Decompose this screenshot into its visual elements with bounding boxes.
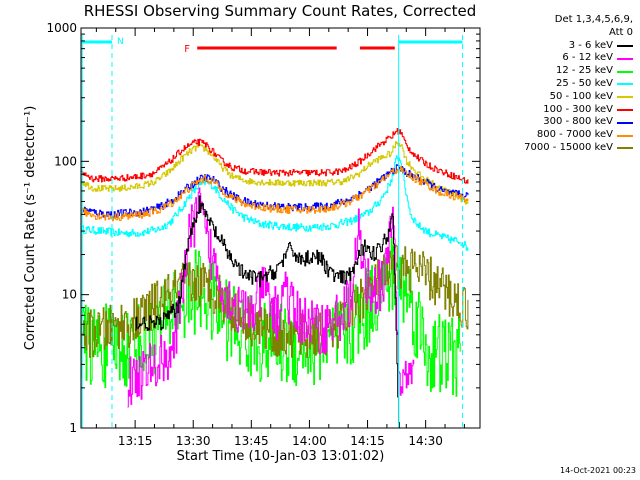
legend-swatch	[617, 44, 633, 47]
series-line-3-6-kev	[135, 195, 400, 428]
x-axis-label: Start Time (10-Jan-03 13:01:02)	[177, 449, 385, 464]
x-tick-label: 13:30	[176, 434, 211, 448]
legend-swatch	[617, 70, 633, 73]
legend-entry-label: 3 - 6 keV	[568, 39, 613, 51]
legend-header-line-1: Det 1,3,4,5,6,9,	[554, 14, 633, 25]
legend-entry: 6 - 12 keV	[480, 52, 636, 65]
legend-swatch	[617, 57, 633, 60]
x-tick-label: 14:30	[408, 434, 443, 448]
legend-entry: 800 - 7000 keV	[480, 129, 636, 142]
legend-entry: 25 - 50 keV	[480, 78, 636, 91]
axes-layer: 13:15 13:30 13:45 14:00 14:15 14:30 1 10 100 1000…	[23, 21, 481, 464]
legend-entry-label: 800 - 7000 keV	[536, 129, 613, 141]
x-tick-label: 13:15	[118, 434, 153, 448]
legend-header-line-2: Att 0	[608, 26, 633, 38]
legend-swatch	[617, 121, 633, 124]
legend-entry-label: 6 - 12 keV	[562, 52, 613, 64]
series-line-25-50-kev	[81, 155, 469, 251]
series-line-50-100-kev	[81, 141, 469, 205]
legend-swatch	[617, 96, 633, 99]
legend-entry: 50 - 100 keV	[480, 91, 636, 104]
x-tick-label: 14:00	[292, 434, 327, 448]
series-line-7000-15000-kev	[81, 244, 469, 358]
series-line-100-300-kev	[81, 128, 469, 184]
y-tick-label: 10	[62, 288, 77, 302]
legend-entry-label: 50 - 100 keV	[549, 90, 613, 102]
y-tick-label: 1000	[46, 21, 77, 35]
legend-entries: 3 - 6 keV 6 - 12 keV 12 - 25 keV 25 - 50 ke…	[480, 40, 636, 155]
x-tick-label: 13:45	[234, 434, 269, 448]
legend-entry: 3 - 6 keV	[480, 40, 636, 53]
plot-frame	[80, 27, 481, 429]
series-line-800-7000-kev	[81, 165, 469, 222]
legend-swatch	[617, 147, 633, 150]
legend-entry: 100 - 300 keV	[480, 104, 636, 117]
flare-label: F	[184, 44, 190, 55]
legend-swatch	[617, 134, 633, 137]
y-tick-label: 1	[69, 421, 77, 435]
legend-swatch	[617, 108, 633, 111]
y-axis-label: Corrected Count Rate (s⁻¹ detector⁻¹)	[23, 106, 38, 351]
chart-title: RHESSI Observing Summary Count Rates, Co…	[83, 2, 477, 20]
x-tick-label: 14:15	[350, 434, 385, 448]
legend-entry: 7000 - 15000 keV	[480, 142, 636, 155]
legend-entry-label: 12 - 25 keV	[555, 65, 613, 77]
legend-swatch	[617, 83, 633, 86]
legend: Det 1,3,4,5,6,9, Att 0 3 - 6 keV 6 - 12 k…	[480, 14, 636, 155]
legend-entry-label: 300 - 800 keV	[543, 116, 613, 128]
legend-entry-label: 25 - 50 keV	[555, 77, 613, 89]
night-label: N	[117, 37, 124, 47]
footer-timestamp: 14-Oct-2021 00:23	[560, 466, 636, 475]
legend-entry: 300 - 800 keV	[480, 116, 636, 129]
y-tick-label: 100	[54, 154, 77, 168]
legend-entry-label: 100 - 300 keV	[543, 103, 613, 115]
series-layer	[81, 128, 469, 428]
legend-entry-label: 7000 - 15000 keV	[524, 141, 613, 153]
legend-entry: 12 - 25 keV	[480, 65, 636, 78]
